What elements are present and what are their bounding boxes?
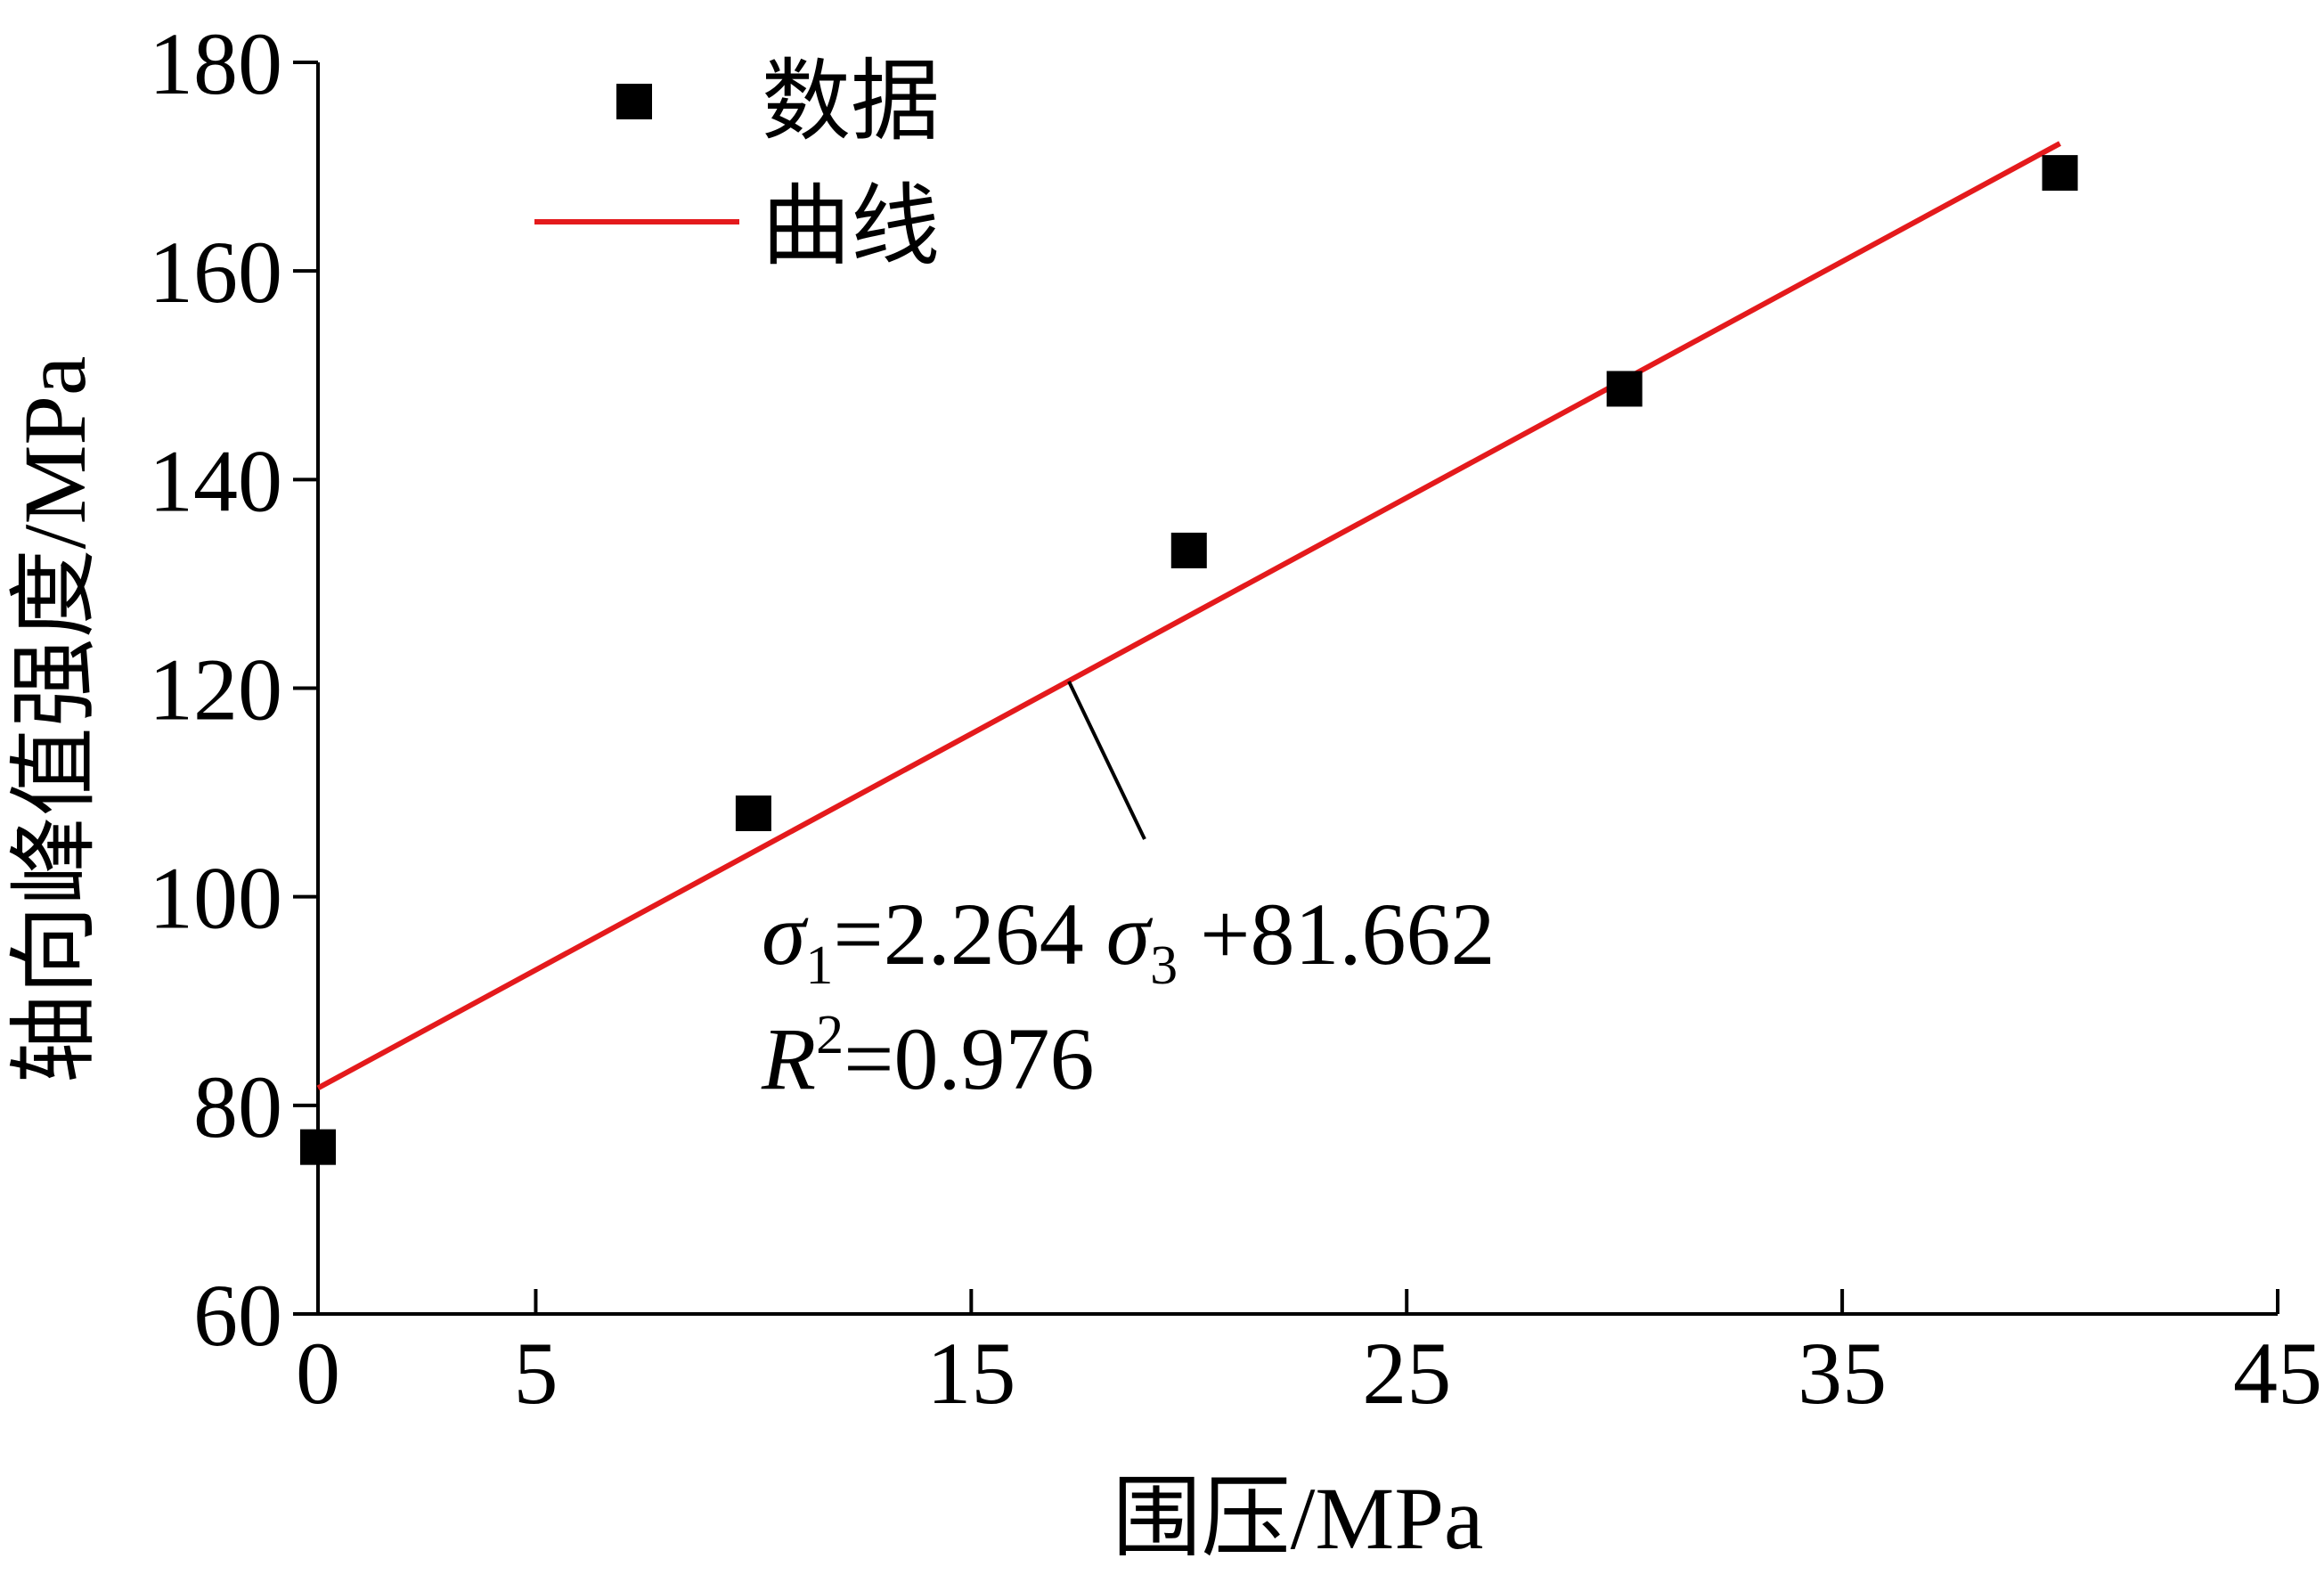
data-point (1170, 532, 1207, 568)
x-ticks: 0 5 15 25 35 45 (296, 1289, 2322, 1423)
r2-r: R (761, 1009, 816, 1108)
annotation-leader-line (1067, 681, 1146, 840)
eq-sigma-3: σ (1106, 885, 1154, 983)
legend: 数据 曲线 (534, 53, 940, 276)
y-tick-label: 60 (193, 1266, 282, 1365)
r2-sup: 2 (816, 1005, 844, 1065)
y-tick-label: 160 (149, 223, 282, 322)
legend-label-data: 数据 (762, 53, 940, 151)
y-tick-label: 120 (149, 641, 282, 739)
eq-end: +81.662 (1178, 885, 1495, 983)
legend-label-fit: 曲线 (762, 177, 940, 276)
data-point (300, 1129, 336, 1165)
r2-annotation: R2=0.976 (761, 1005, 1095, 1108)
x-tick-label: 5 (513, 1324, 558, 1423)
r2-value: =0.976 (844, 1009, 1094, 1108)
data-points (300, 155, 2078, 1165)
fit-line (316, 141, 2061, 1091)
x-tick-label: 0 (296, 1324, 340, 1423)
x-tick-label: 15 (926, 1324, 1015, 1423)
equation-annotation: σ1=2.264 σ3 +81.662 (762, 885, 1495, 996)
y-tick-label: 80 (193, 1057, 282, 1156)
eq-sigma-1: σ (762, 885, 809, 983)
eq-sub-1: 1 (805, 935, 833, 996)
eq-sub-3: 3 (1150, 935, 1178, 996)
legend-marker-data (616, 84, 652, 119)
y-ticks: 60 80 100 120 140 160 180 (149, 14, 318, 1365)
eq-mid: =2.264 (833, 885, 1105, 983)
y-tick-label: 140 (149, 431, 282, 530)
x-tick-label: 25 (1362, 1324, 1451, 1423)
data-point (735, 796, 771, 831)
data-point (2042, 155, 2078, 192)
data-point (1606, 371, 1643, 407)
axes (316, 62, 2278, 1316)
y-axis-title: 轴向峰值强度/MPa (5, 356, 104, 1084)
x-axis-title: 围压/MPa (1113, 1469, 1484, 1568)
y-tick-label: 100 (149, 849, 282, 948)
x-tick-label: 35 (1798, 1324, 1887, 1423)
y-tick-label: 180 (149, 14, 282, 113)
x-tick-label: 45 (2233, 1324, 2322, 1423)
